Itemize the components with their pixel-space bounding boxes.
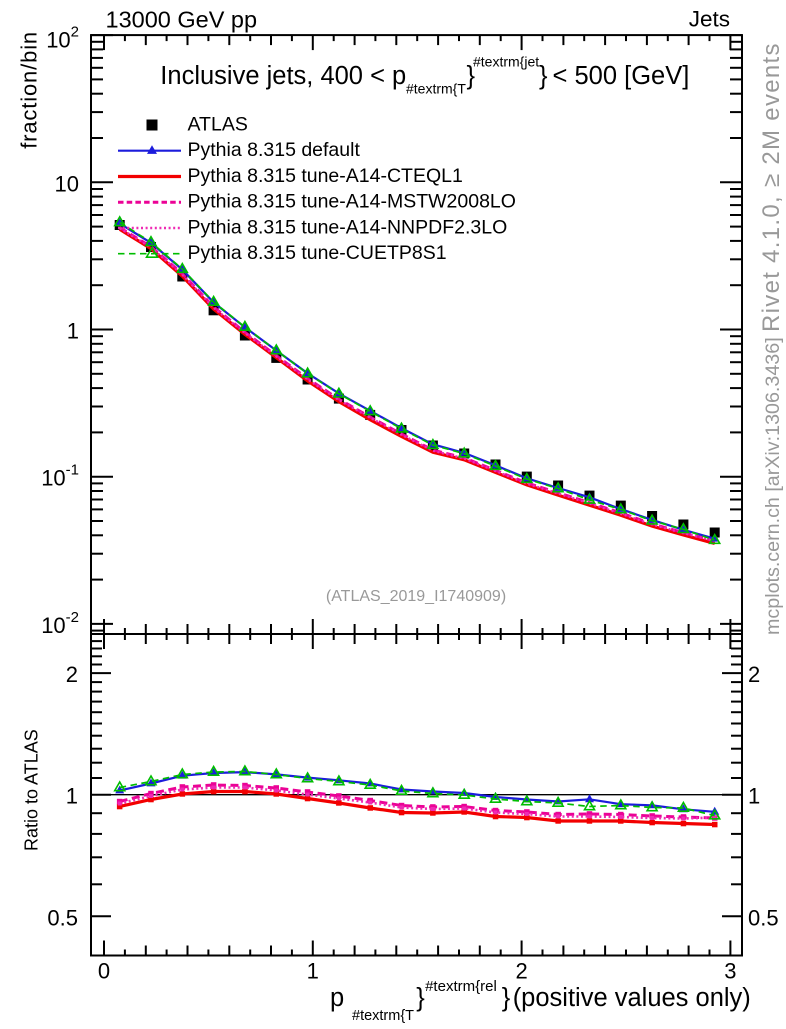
svg-text:Pythia 8.315 default: Pythia 8.315 default bbox=[188, 139, 361, 161]
svg-text:(positive values only): (positive values only) bbox=[513, 984, 751, 1012]
svg-text:10-2: 10-2 bbox=[41, 609, 79, 638]
svg-text:mcplots.cern.ch [arXiv:1306.34: mcplots.cern.ch [arXiv:1306.3436] bbox=[762, 337, 784, 635]
svg-text:2: 2 bbox=[515, 959, 527, 984]
svg-text:ATLAS: ATLAS bbox=[188, 113, 248, 135]
svg-text:0: 0 bbox=[98, 959, 110, 984]
svg-text:}: } bbox=[539, 62, 548, 90]
svg-text:}: } bbox=[502, 984, 511, 1012]
svg-text:#textrm{T: #textrm{T bbox=[352, 1008, 414, 1024]
svg-text:}: } bbox=[416, 984, 425, 1012]
svg-text:p: p bbox=[330, 984, 344, 1012]
svg-text:Ratio to ATLAS: Ratio to ATLAS bbox=[22, 729, 42, 851]
svg-text:Pythia 8.315 tune-CUETP8S1: Pythia 8.315 tune-CUETP8S1 bbox=[188, 242, 447, 264]
svg-text:#textrm{jet: #textrm{jet bbox=[473, 54, 539, 70]
svg-text:Inclusive jets, 400 < p: Inclusive jets, 400 < p bbox=[160, 62, 406, 90]
svg-text:fraction/bin: fraction/bin bbox=[17, 31, 42, 149]
svg-text:1: 1 bbox=[66, 784, 78, 809]
svg-text:Pythia 8.315 tune-A14-CTEQL1: Pythia 8.315 tune-A14-CTEQL1 bbox=[188, 165, 463, 187]
svg-text:1: 1 bbox=[67, 319, 79, 344]
svg-text:Rivet 4.1.0, ≥ 2M events: Rivet 4.1.0, ≥ 2M events bbox=[758, 42, 785, 332]
svg-text:Pythia 8.315 tune-A14-MSTW2008: Pythia 8.315 tune-A14-MSTW2008LO bbox=[188, 191, 516, 213]
svg-text:}: } bbox=[467, 62, 476, 90]
svg-text:10: 10 bbox=[55, 171, 79, 196]
svg-text:Jets: Jets bbox=[689, 7, 730, 32]
svg-text:0.5: 0.5 bbox=[748, 905, 779, 930]
svg-text:#textrm{rel: #textrm{rel bbox=[425, 978, 497, 995]
svg-text:(ATLAS_2019_I1740909): (ATLAS_2019_I1740909) bbox=[326, 588, 506, 605]
svg-text:1: 1 bbox=[748, 784, 760, 809]
svg-text:2: 2 bbox=[66, 662, 78, 687]
svg-text:< 500 [GeV]: < 500 [GeV] bbox=[553, 62, 690, 90]
svg-text:3: 3 bbox=[724, 959, 736, 984]
svg-text:13000 GeV pp: 13000 GeV pp bbox=[106, 7, 258, 33]
svg-text:0.5: 0.5 bbox=[47, 905, 78, 930]
svg-text:#textrm{T: #textrm{T bbox=[406, 81, 466, 97]
svg-text:Pythia 8.315 tune-A14-NNPDF2.3: Pythia 8.315 tune-A14-NNPDF2.3LO bbox=[188, 216, 508, 238]
svg-text:2: 2 bbox=[748, 662, 760, 687]
svg-text:1: 1 bbox=[307, 959, 319, 984]
